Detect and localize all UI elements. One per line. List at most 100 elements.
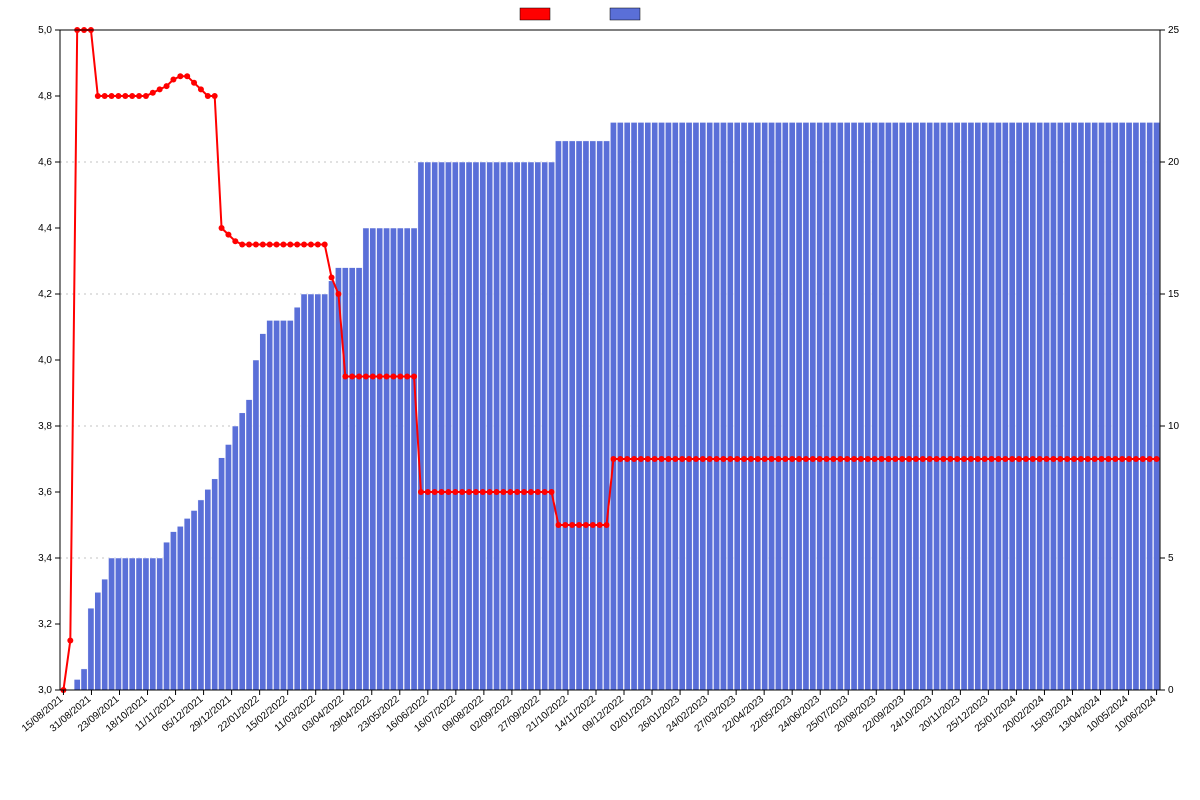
bar: [995, 122, 1001, 690]
line-marker: [514, 489, 520, 495]
line-marker: [246, 242, 252, 248]
line-marker: [1023, 456, 1029, 462]
bar: [301, 294, 307, 690]
chart-svg: 3,03,23,43,63,84,04,24,44,64,85,00510152…: [0, 0, 1200, 800]
line-marker: [157, 86, 163, 92]
bar: [480, 162, 486, 690]
bar: [528, 162, 534, 690]
bar: [356, 268, 362, 690]
bar: [858, 122, 864, 690]
bar: [349, 268, 355, 690]
bar: [452, 162, 458, 690]
line-marker: [734, 456, 740, 462]
bar: [390, 228, 396, 690]
line-marker: [109, 93, 115, 99]
bar: [982, 122, 988, 690]
line-marker: [920, 456, 926, 462]
bar: [624, 122, 630, 690]
bar: [548, 162, 554, 690]
bar: [741, 122, 747, 690]
bar: [631, 122, 637, 690]
line-marker: [693, 456, 699, 462]
line-marker: [521, 489, 527, 495]
bar: [1112, 122, 1118, 690]
line-marker: [727, 456, 733, 462]
line-marker: [363, 374, 369, 380]
line-marker: [659, 456, 665, 462]
legend-swatch: [610, 8, 640, 20]
bar: [418, 162, 424, 690]
line-marker: [349, 374, 355, 380]
bar: [789, 122, 795, 690]
line-marker: [934, 456, 940, 462]
bar: [872, 122, 878, 690]
bar: [617, 122, 623, 690]
dual-axis-chart: 3,03,23,43,63,84,04,24,44,64,85,00510152…: [0, 0, 1200, 800]
bar: [803, 122, 809, 690]
bar: [232, 426, 238, 690]
line-marker: [432, 489, 438, 495]
bar: [473, 162, 479, 690]
line-marker: [906, 456, 912, 462]
line-marker: [569, 522, 575, 528]
line-marker: [198, 86, 204, 92]
line-marker: [1099, 456, 1105, 462]
line-marker: [1050, 456, 1056, 462]
bar: [885, 122, 891, 690]
line-marker: [239, 242, 245, 248]
line-marker: [940, 456, 946, 462]
bar: [1119, 122, 1125, 690]
bar: [1009, 122, 1015, 690]
bar: [425, 162, 431, 690]
bar: [438, 162, 444, 690]
line-marker: [755, 456, 761, 462]
bar: [74, 679, 80, 690]
line-marker: [370, 374, 376, 380]
line-marker: [741, 456, 747, 462]
line-marker: [1064, 456, 1070, 462]
y-right-tick-label: 20: [1168, 157, 1180, 168]
line-marker: [535, 489, 541, 495]
line-marker: [342, 374, 348, 380]
line-marker: [631, 456, 637, 462]
bar: [212, 479, 218, 690]
y-left-tick-label: 4,6: [38, 157, 52, 168]
bar: [225, 444, 231, 690]
bar: [535, 162, 541, 690]
bar: [521, 162, 527, 690]
y-left-tick-label: 4,0: [38, 355, 52, 366]
line-marker: [494, 489, 500, 495]
line-marker: [542, 489, 548, 495]
y-right-tick-label: 0: [1168, 685, 1174, 696]
bar: [672, 122, 678, 690]
line-marker: [466, 489, 472, 495]
line-marker: [844, 456, 850, 462]
bar: [830, 122, 836, 690]
line-marker: [1009, 456, 1015, 462]
line-marker: [700, 456, 706, 462]
line-marker: [294, 242, 300, 248]
bar: [940, 122, 946, 690]
bar: [755, 122, 761, 690]
bar: [1085, 122, 1091, 690]
y-right-tick-label: 15: [1168, 289, 1180, 300]
bar: [1023, 122, 1029, 690]
bar: [920, 122, 926, 690]
bar: [246, 400, 252, 690]
line-marker: [377, 374, 383, 380]
bar: [555, 141, 561, 690]
bar: [844, 122, 850, 690]
bar: [1057, 122, 1063, 690]
bar: [315, 294, 321, 690]
line-marker: [707, 456, 713, 462]
bar: [927, 122, 933, 690]
line-marker: [170, 77, 176, 83]
bar: [122, 558, 128, 690]
bar: [322, 294, 328, 690]
bar: [700, 122, 706, 690]
bar: [445, 162, 451, 690]
y-left-tick-label: 5,0: [38, 25, 52, 36]
bar: [88, 608, 94, 690]
bar: [878, 122, 884, 690]
line-marker: [232, 238, 238, 244]
